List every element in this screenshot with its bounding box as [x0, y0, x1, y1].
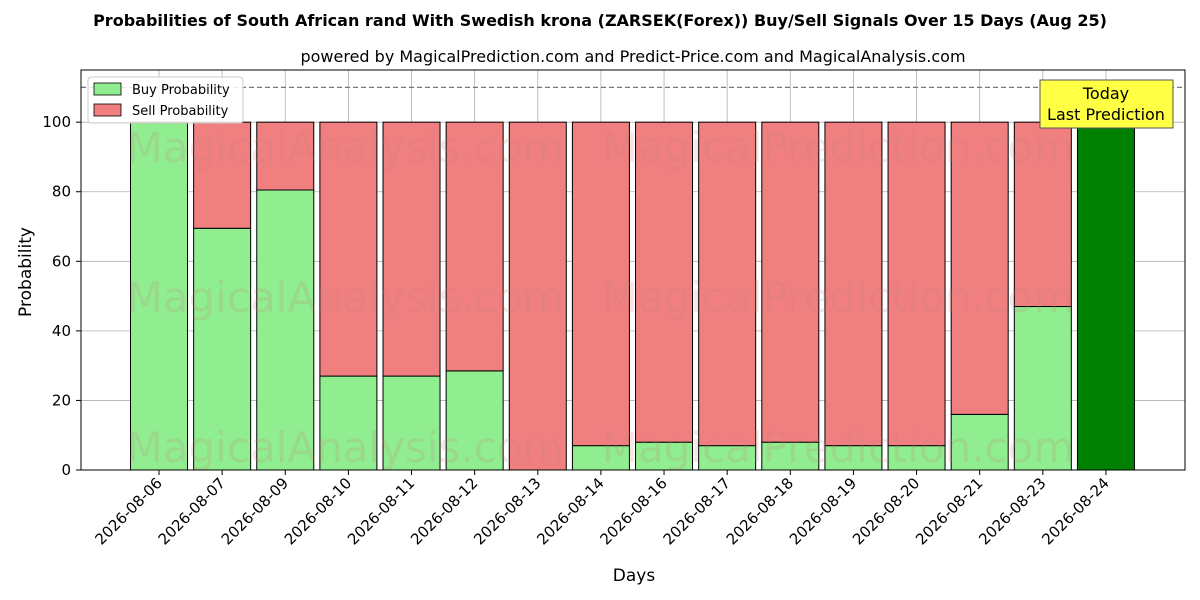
bar-buy: [950, 413, 1009, 471]
x-tick-label: 2026-08-11: [344, 474, 418, 548]
y-tick-label: 20: [52, 391, 71, 409]
bar-sell: [256, 121, 315, 191]
bar-sell: [193, 121, 252, 229]
watermark-text: MagicalAnalysis.com: [127, 423, 564, 472]
x-tick-label: 2026-08-10: [281, 474, 355, 548]
y-axis-label: Probability: [16, 227, 36, 317]
bar-sell: [698, 121, 757, 447]
bar-sell: [950, 121, 1009, 415]
x-tick-label: 2026-08-21: [912, 474, 986, 548]
bars: [130, 121, 1135, 471]
watermark-text: MagicalAnalysis.com: [127, 273, 564, 322]
x-tick-label: 2026-08-06: [91, 474, 165, 548]
x-tick-label: 2026-08-16: [596, 474, 670, 548]
x-tick-label: 2026-08-13: [470, 474, 544, 548]
today-annotation-box: [1039, 79, 1174, 129]
bar-sell: [1013, 121, 1072, 308]
y-tick-label: 60: [52, 252, 71, 270]
x-tick-label: 2026-08-09: [218, 474, 292, 548]
y-tick-label: 80: [52, 183, 71, 201]
x-axis-label: Days: [613, 566, 656, 586]
today-annotation: Today Last Prediction: [1039, 79, 1174, 129]
bar-today: [1076, 121, 1135, 471]
legend-sell-swatch: [93, 103, 122, 117]
legend-sell-label: Sell Probability: [132, 104, 229, 119]
bar-sell: [887, 121, 946, 447]
x-axis: 2026-08-062026-08-072026-08-092026-08-10…: [91, 470, 1113, 548]
watermark-text: MagicalPrediction.com: [602, 273, 1075, 322]
plot-frame: [80, 69, 1186, 471]
y-tick-label: 0: [61, 461, 71, 479]
chart-subtitle: powered by MagicalPrediction.com and Pre…: [300, 47, 965, 66]
watermark-text: MagicalPrediction.com: [602, 423, 1075, 472]
bar-sell: [571, 121, 630, 447]
x-tick-label: 2026-08-17: [660, 474, 734, 548]
legend-buy-label: Buy Probability: [132, 83, 230, 98]
bar-sell: [508, 121, 567, 471]
bar-buy: [571, 445, 630, 471]
chart-title: Probabilities of South African rand With…: [93, 11, 1107, 30]
legend-box: [87, 76, 244, 124]
legend: Buy Probability Sell Probability: [87, 76, 244, 124]
today-annotation-line1: Today: [1082, 84, 1129, 103]
x-tick-label: 2026-08-18: [723, 474, 797, 548]
bar-buy: [445, 370, 504, 471]
legend-buy-swatch: [93, 82, 122, 96]
bar-sell: [382, 121, 441, 377]
watermark-text: MagicalPrediction.com: [602, 123, 1075, 172]
today-annotation-line2: Last Prediction: [1047, 105, 1165, 124]
bar-sell: [761, 121, 820, 443]
x-tick-label: 2026-08-23: [975, 474, 1049, 548]
watermark-text: MagicalAnalysis.com: [127, 123, 564, 172]
x-tick-label: 2026-08-24: [1038, 474, 1112, 548]
x-tick-label: 2026-08-19: [786, 474, 860, 548]
bar-buy: [319, 375, 378, 471]
bar-buy: [635, 441, 694, 471]
bar-buy: [824, 445, 883, 471]
bar-buy: [761, 441, 820, 471]
watermarks: MagicalAnalysis.com MagicalPrediction.com…: [127, 123, 1075, 472]
y-tick-label: 40: [52, 322, 71, 340]
x-tick-label: 2026-08-12: [407, 474, 481, 548]
bar-sell: [824, 121, 883, 447]
bar-sell: [319, 121, 378, 377]
y-axis: 0 20 40 60 80 100: [42, 113, 81, 479]
bar-sell: [445, 121, 504, 372]
bar-sell: [635, 121, 694, 443]
x-tick-label: 2026-08-14: [533, 474, 607, 548]
x-tick-label: 2026-08-20: [849, 474, 923, 548]
y-tick-label: 100: [42, 113, 71, 131]
x-tick-label: 2026-08-07: [155, 474, 229, 548]
